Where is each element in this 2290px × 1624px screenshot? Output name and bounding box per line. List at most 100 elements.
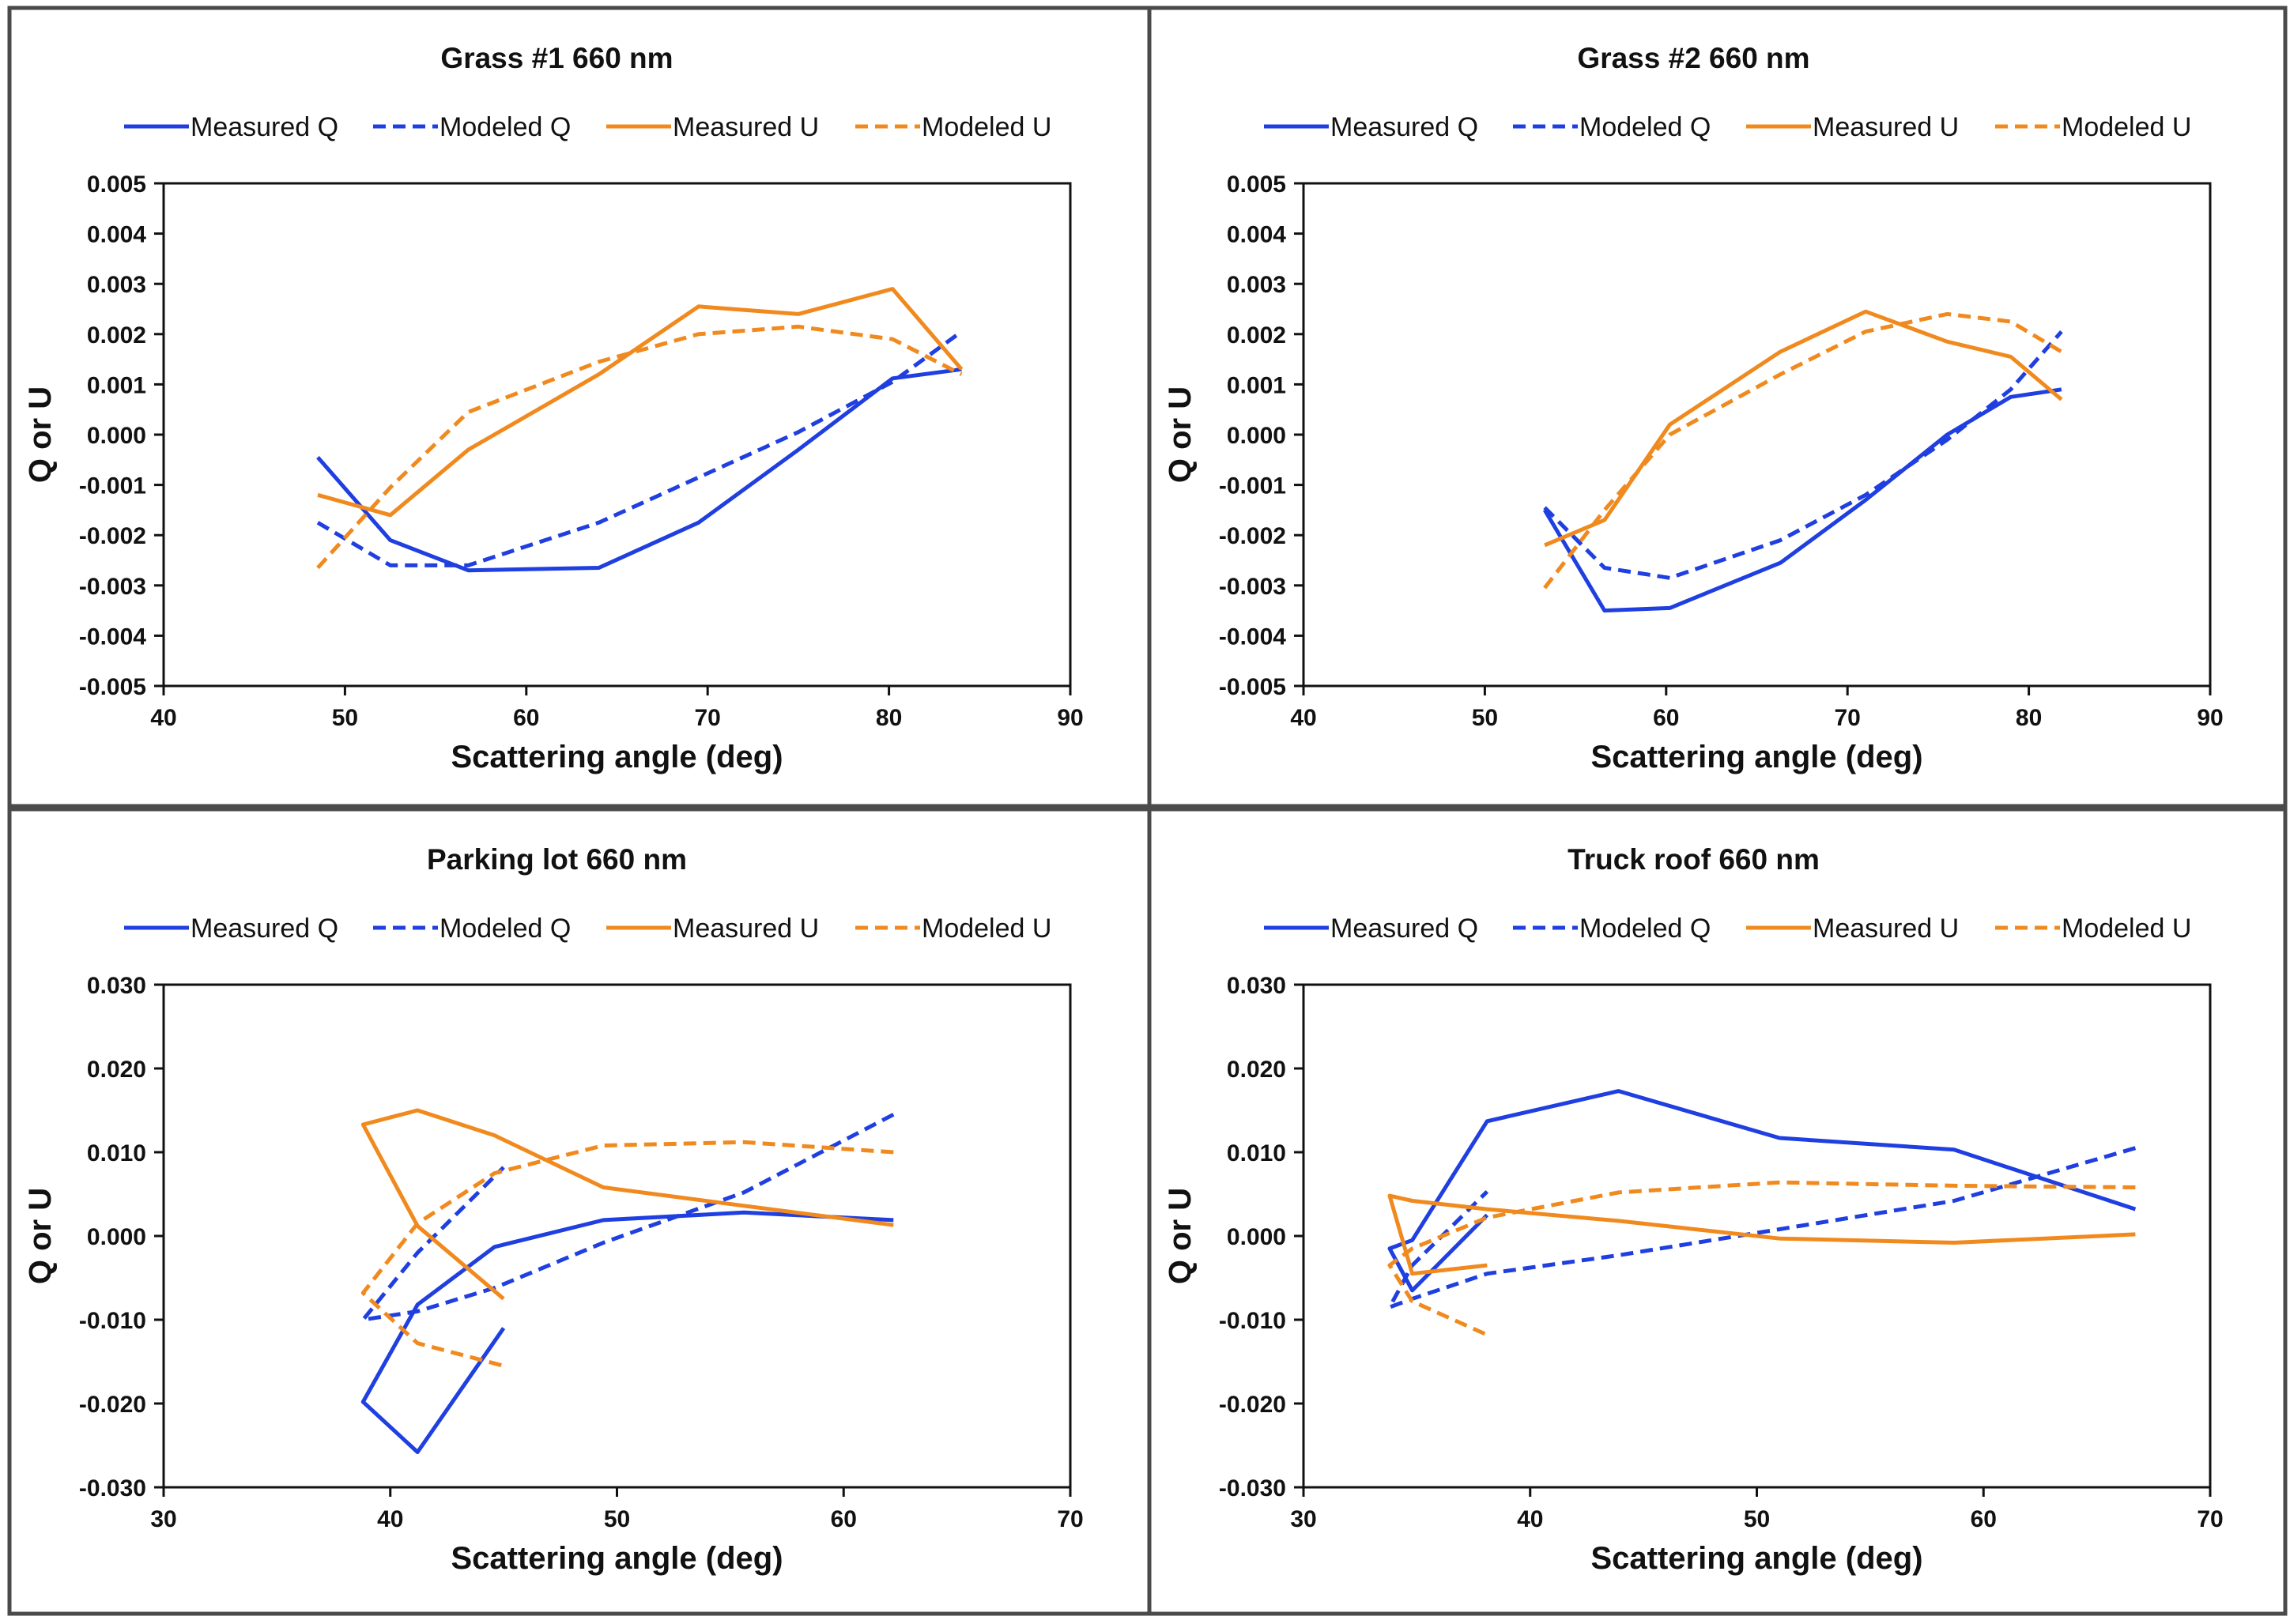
plot-area-frame (162, 182, 1072, 688)
x-tick-label: 50 (604, 1506, 630, 1532)
legend-label: Modeled U (922, 914, 1051, 944)
legend-item-modeled-u: Modeled U (1995, 914, 2191, 944)
legend-item-modeled-q: Modeled Q (373, 914, 571, 944)
legend-item-modeled-u: Modeled U (1995, 112, 2191, 142)
x-tick-label: 40 (1517, 1506, 1543, 1532)
x-tick-label: 90 (2197, 705, 2223, 731)
legend-item-modeled-u: Modeled U (855, 914, 1051, 944)
y-tick-label: -0.030 (1219, 1475, 1286, 1502)
x-tick-label: 70 (1835, 705, 1861, 731)
legend-label: Modeled Q (1579, 914, 1711, 944)
y-tick-label: 0.000 (1227, 1224, 1286, 1250)
y-tick-label: -0.010 (79, 1308, 146, 1334)
legend-label: Measured U (673, 112, 819, 142)
y-axis-label: Q or U (23, 386, 58, 483)
chart-legend: Measured Q Modeled Q Measured U Modeled U (1264, 112, 2191, 142)
legend-item-measured-u: Measured U (606, 112, 819, 142)
y-tick-label: 0.005 (1227, 171, 1286, 198)
chart-series-group (360, 1108, 895, 1454)
x-tick-label: 80 (2016, 705, 2042, 731)
x-tick-label: 60 (1971, 1506, 1997, 1532)
y-tick-label: -0.010 (1219, 1308, 1286, 1334)
legend-label: Modeled Q (440, 914, 571, 944)
x-axis-label: Scattering angle (deg) (451, 740, 783, 774)
y-tick-label: 0.020 (1227, 1057, 1286, 1083)
legend-label: Modeled U (2062, 914, 2191, 944)
legend-item-measured-q: Measured Q (1264, 112, 1478, 142)
y-tick-label: -0.001 (1219, 473, 1286, 499)
y-axis-label: Q or U (1163, 1188, 1198, 1284)
legend-item-measured-u: Measured U (1746, 112, 1959, 142)
series-line-measured-q (360, 1210, 894, 1454)
legend-label: Measured U (673, 914, 819, 944)
series-line-modeled-u (1387, 1180, 2136, 1337)
legend-item-measured-q: Measured Q (1264, 914, 1478, 944)
chart-legend: Measured Q Modeled Q Measured U Modeled U (124, 914, 1051, 944)
x-tick-label: 30 (1290, 1506, 1316, 1532)
plot-area-frame (1302, 983, 2212, 1489)
y-tick-label: -0.002 (79, 523, 146, 549)
legend-item-measured-q: Measured Q (124, 914, 338, 944)
y-tick-label: 0.020 (87, 1057, 146, 1083)
y-tick-label: -0.002 (1219, 523, 1286, 549)
legend-item-modeled-q: Modeled Q (1513, 112, 1711, 142)
y-tick-label: 0.010 (87, 1140, 146, 1166)
series-line-measured-u (317, 287, 964, 518)
y-tick-label: 0.005 (87, 171, 146, 198)
y-axis-label: Q or U (23, 1188, 58, 1284)
legend-label: Modeled Q (440, 112, 571, 142)
x-tick-label: 80 (876, 705, 902, 731)
panel-frame (7, 6, 1154, 808)
x-axis-label: Scattering angle (deg) (451, 1541, 783, 1576)
x-tick-label: 60 (513, 705, 539, 731)
y-tick-label: -0.020 (1219, 1392, 1286, 1418)
legend-item-modeled-q: Modeled Q (1513, 914, 1711, 944)
y-tick-label: -0.020 (79, 1392, 146, 1418)
chart-axes: 40 50 60 70 80 90 -0.005 -0.004 -0.003 -0.002 -0.0… (1163, 171, 2224, 774)
y-tick-label: 0.002 (1227, 322, 1286, 349)
y-tick-label: 0.001 (1227, 372, 1286, 398)
y-tick-label: 0.000 (87, 1224, 146, 1250)
chart-axes: 40 50 60 70 80 90 -0.005 -0.004 -0.003 -0.002 -0.0… (23, 171, 1084, 774)
series-line-measured-u (1544, 309, 2063, 548)
chart-legend: Measured Q Modeled Q Measured U Modeled U (124, 112, 1051, 142)
legend-item-modeled-u: Modeled U (855, 112, 1051, 142)
x-tick-label: 70 (2197, 1506, 2223, 1532)
legend-label: Modeled Q (1579, 112, 1711, 142)
panel-frame (1147, 6, 2288, 808)
legend-label: Measured Q (1330, 914, 1478, 944)
chart-axes: 30 40 50 60 70 -0.030 -0.020 -0.010 0.000 0.010 0.… (23, 973, 1084, 1576)
panel-frame (1147, 807, 2288, 1616)
series-line-modeled-q (360, 1113, 895, 1322)
y-tick-label: -0.004 (1219, 624, 1286, 650)
series-line-modeled-u (316, 324, 963, 570)
y-tick-label: 0.030 (87, 973, 146, 999)
chart-title: Grass #1 660 nm (440, 42, 673, 74)
legend-label: Modeled U (2062, 112, 2191, 142)
y-tick-label: 0.004 (1227, 222, 1286, 248)
chart-title: Truck roof 660 nm (1568, 843, 1820, 876)
series-line-modeled-u (360, 1140, 894, 1368)
chart-series-group (316, 287, 964, 573)
chart-legend: Measured Q Modeled Q Measured U Modeled U (1264, 914, 2191, 944)
y-tick-label: 0.004 (87, 222, 146, 248)
legend-label: Measured Q (191, 914, 338, 944)
chart-title: Parking lot 660 nm (427, 843, 687, 876)
y-tick-label: -0.005 (79, 674, 146, 700)
y-tick-label: 0.010 (1227, 1140, 1286, 1166)
series-line-measured-q (1542, 387, 2062, 613)
y-tick-label: -0.004 (79, 624, 146, 650)
chart-title: Grass #2 660 nm (1577, 42, 1809, 74)
x-tick-label: 50 (1744, 1506, 1770, 1532)
legend-item-measured-q: Measured Q (124, 112, 338, 142)
legend-item-modeled-q: Modeled Q (373, 112, 571, 142)
plot-area-frame (162, 983, 1072, 1489)
legend-item-measured-u: Measured U (606, 914, 819, 944)
y-tick-label: 0.001 (87, 372, 146, 398)
y-tick-label: -0.030 (79, 1475, 146, 1502)
